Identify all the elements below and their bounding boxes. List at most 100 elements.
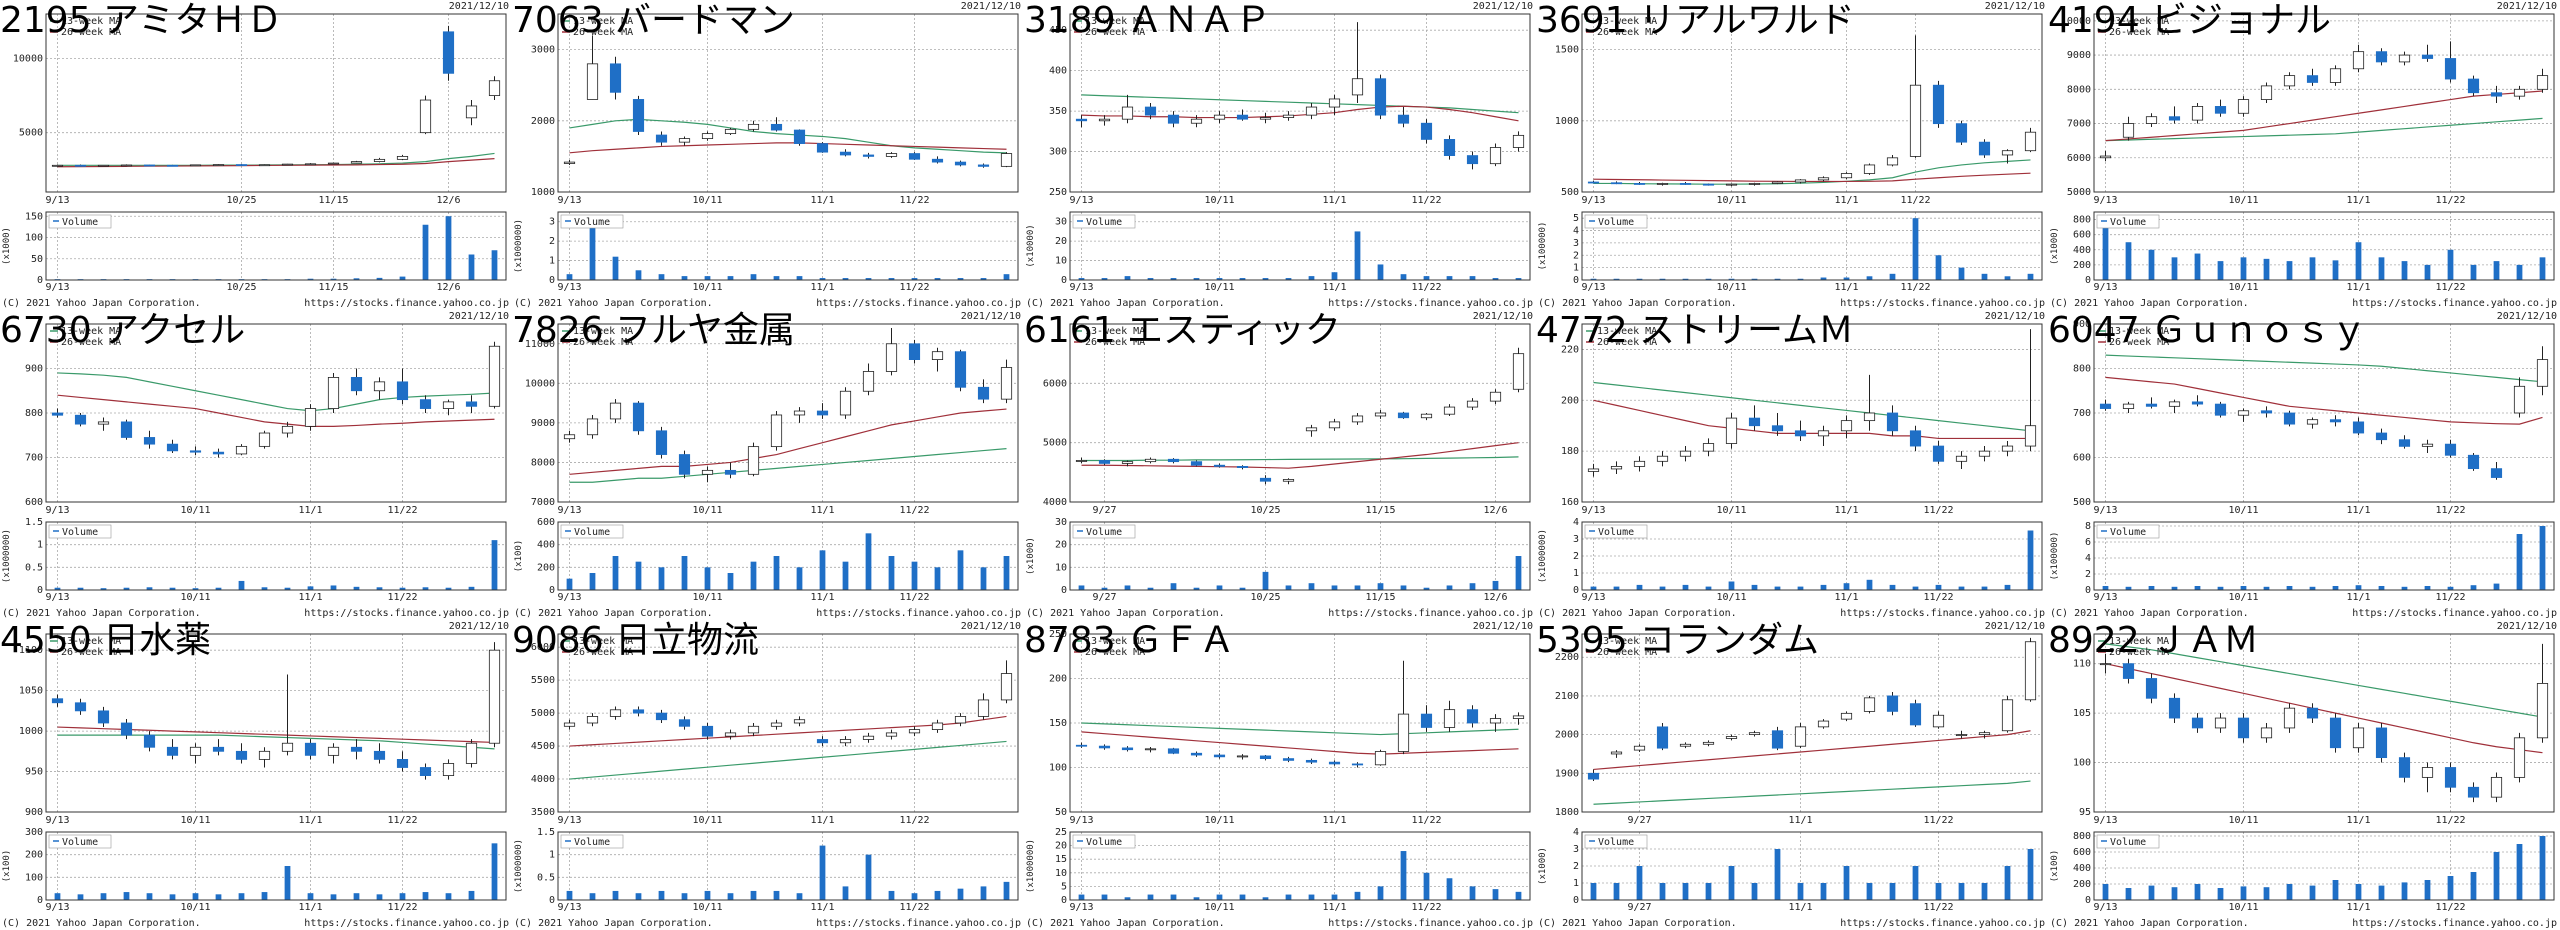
volume-bar	[77, 587, 84, 590]
volume-bar	[77, 894, 84, 900]
volume-bar	[2102, 586, 2109, 590]
candle-body	[563, 161, 576, 164]
y-tick-label: 3	[1573, 238, 1579, 249]
chart-title: 2195 アミタＨＤ	[0, 0, 282, 41]
candle-body	[2099, 155, 2112, 159]
y-tick-label: 10	[1055, 256, 1067, 267]
candle-body	[1886, 695, 1899, 712]
volume-bar	[1889, 273, 1896, 280]
x-tick-label: 10/11	[1204, 815, 1234, 826]
candle-body	[350, 161, 363, 164]
legend-box	[1584, 214, 1648, 229]
legend-label: 13-week MA	[573, 16, 633, 27]
volume-bar	[1078, 585, 1085, 590]
candle-body	[2513, 737, 2526, 778]
volume-unit-label: (x1000)	[2050, 227, 2060, 265]
y-tick-label: 1900	[1555, 768, 1579, 779]
source-url: https://stocks.finance.yahoo.co.jp	[816, 608, 1021, 619]
candle-body	[701, 469, 714, 475]
volume-bar	[566, 578, 573, 590]
chart-date: 2021/12/10	[1985, 1, 2045, 12]
candle-body	[747, 123, 760, 130]
candle-body	[373, 381, 386, 392]
candle-body	[1771, 181, 1784, 184]
y-tick-label: 300	[1049, 147, 1067, 158]
candle-body	[419, 767, 432, 776]
source-url: https://stocks.finance.yahoo.co.jp	[1328, 298, 1533, 309]
volume-bar	[1820, 883, 1827, 900]
x-tick-label: 11/15	[1365, 592, 1395, 603]
volume-bar	[589, 217, 596, 280]
volume-bar	[658, 274, 665, 280]
candle-body	[2329, 419, 2342, 423]
x-tick-label: 11/1	[298, 815, 322, 826]
candle-body	[419, 399, 432, 409]
x-tick-label: 10/25	[226, 195, 256, 206]
volume-bar	[353, 586, 360, 590]
y-tick-label: 110	[2073, 659, 2091, 670]
plot-background	[1582, 634, 2042, 812]
chart-date: 2021/12/10	[1985, 621, 2045, 632]
y-tick-label: 350	[1049, 106, 1067, 117]
volume-bar	[2470, 585, 2477, 590]
y-tick-label: 15	[1055, 854, 1067, 865]
plot-frame	[1581, 521, 2043, 591]
chart-title: 4194 ビジョナル	[2048, 0, 2331, 41]
candle-body	[2444, 443, 2457, 456]
candle-body	[1794, 430, 1807, 437]
volume-bar	[681, 276, 688, 280]
candle-body	[977, 386, 990, 400]
candle-body	[1305, 759, 1318, 763]
candle-body	[1794, 179, 1807, 183]
moving-average-line	[57, 372, 495, 412]
volume-bar	[2263, 586, 2270, 590]
y-tick-label: 900	[2073, 319, 2091, 330]
candle-body	[143, 734, 156, 748]
legend-box	[1584, 834, 1648, 849]
y-tick-label: 180	[1561, 446, 1579, 457]
candle-body	[1610, 182, 1623, 185]
volume-bar	[376, 587, 383, 590]
y-tick-label: 2000	[531, 116, 555, 127]
volume-bar	[468, 586, 475, 590]
volume-bar	[704, 567, 711, 590]
y-tick-label: 4000	[1043, 497, 1067, 508]
candle-body	[1771, 425, 1784, 432]
volume-bar	[2286, 884, 2293, 900]
volume-bar	[842, 886, 849, 900]
y-tick-label: 20	[1055, 236, 1067, 247]
volume-bar	[1843, 277, 1850, 280]
y-tick-label: 4000	[531, 774, 555, 785]
candle-body	[2329, 717, 2342, 749]
y-tick-label: 400	[2073, 245, 2091, 256]
x-tick-label: 11/22	[1923, 592, 1953, 603]
candle-body	[2099, 663, 2112, 666]
volume-bar	[1682, 883, 1689, 900]
y-tick-label: 100	[2073, 758, 2091, 769]
source-url: https://stocks.finance.yahoo.co.jp	[304, 298, 509, 309]
volume-bar	[865, 533, 872, 590]
candle-body	[1932, 714, 1945, 728]
volume-bar	[2539, 257, 2546, 280]
volume-bar	[1728, 278, 1735, 280]
x-tick-label: 11/22	[387, 505, 417, 516]
candle-body	[212, 164, 225, 166]
x-tick-label: 9/13	[557, 902, 581, 913]
candle-body	[931, 158, 944, 163]
candle-body	[1236, 755, 1249, 758]
stock-chart: 500100015000123459/139/1310/1110/1111/11…	[1536, 0, 2045, 309]
chart-date: 2021/12/10	[449, 311, 509, 322]
copyright: (C) 2021 Yahoo Japan Corporation.	[514, 608, 713, 619]
volume-bar	[1728, 581, 1735, 590]
volume-bar	[1613, 883, 1620, 900]
x-tick-label: 11/22	[1923, 505, 1953, 516]
volume-bar	[1613, 586, 1620, 590]
y-tick-label: 5	[1573, 213, 1579, 224]
y-tick-label: 100	[1049, 763, 1067, 774]
volume-bar	[1866, 883, 1873, 900]
copyright: (C) 2021 Yahoo Japan Corporation.	[514, 918, 713, 929]
volume-bar	[1820, 584, 1827, 590]
volume-bar	[2516, 534, 2523, 590]
legend-box	[2096, 524, 2160, 539]
y-tick-label: 7000	[2067, 119, 2091, 130]
